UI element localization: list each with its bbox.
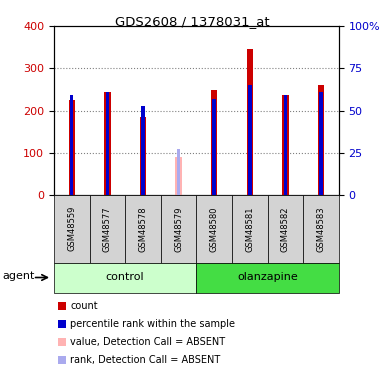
Text: value, Detection Call = ABSENT: value, Detection Call = ABSENT [70, 337, 225, 346]
Bar [175, 157, 182, 195]
Bar [177, 149, 180, 195]
Text: GSM48582: GSM48582 [281, 206, 290, 252]
Text: control: control [106, 273, 144, 282]
Bar [141, 106, 145, 195]
Bar [104, 92, 110, 195]
Bar [318, 86, 324, 195]
Bar [284, 96, 287, 195]
Bar [319, 92, 323, 195]
Bar [105, 92, 109, 195]
Text: GDS2608 / 1378031_at: GDS2608 / 1378031_at [115, 15, 270, 28]
Bar [140, 117, 146, 195]
Text: GSM48579: GSM48579 [174, 206, 183, 252]
Text: GSM48580: GSM48580 [210, 206, 219, 252]
Text: count: count [70, 301, 98, 310]
Bar [69, 100, 75, 195]
Text: GSM48583: GSM48583 [316, 206, 325, 252]
Bar [282, 95, 289, 195]
Text: GSM48578: GSM48578 [139, 206, 147, 252]
Text: olanzapine: olanzapine [237, 273, 298, 282]
Text: rank, Detection Call = ABSENT: rank, Detection Call = ABSENT [70, 355, 220, 364]
Bar [246, 50, 253, 195]
Text: GSM48577: GSM48577 [103, 206, 112, 252]
Bar [70, 96, 74, 195]
Bar [213, 99, 216, 195]
Text: percentile rank within the sample: percentile rank within the sample [70, 319, 235, 328]
Text: GSM48559: GSM48559 [67, 206, 76, 251]
Text: agent: agent [2, 271, 34, 280]
Bar [211, 90, 218, 195]
Text: GSM48581: GSM48581 [245, 206, 254, 252]
Bar [248, 86, 251, 195]
